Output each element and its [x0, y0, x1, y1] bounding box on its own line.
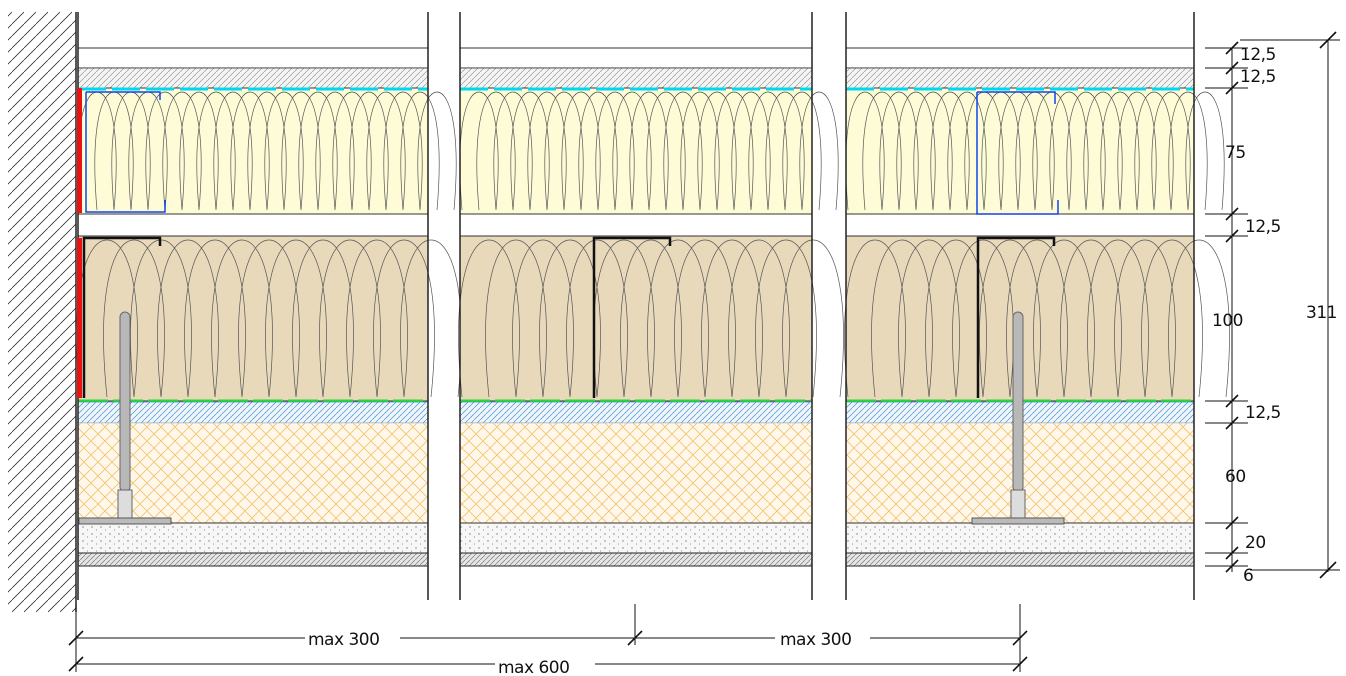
- floor-covering: [459, 552, 813, 567]
- right-dim-tick-7: [1225, 416, 1239, 430]
- dim-layer-1-label: 12,5: [1240, 45, 1276, 65]
- floor-covering: [845, 552, 1195, 567]
- total-dim-tick-2: [1319, 561, 1337, 579]
- right-dim-tick-5: [1225, 229, 1239, 243]
- middle-board: [77, 213, 429, 237]
- perimeter-strip-lower: [77, 238, 82, 398]
- dim-layer-3-label: 75: [1225, 143, 1246, 163]
- panel-segment-2: [458, 12, 844, 600]
- span-tick-4: [68, 656, 84, 672]
- dim-span-2-label: max 300: [780, 630, 851, 650]
- base-layer: [459, 522, 813, 554]
- hatched-board: [459, 67, 813, 89]
- base-layer: [845, 522, 1195, 554]
- dim-total-label: 311: [1306, 303, 1337, 323]
- base-layer: [77, 522, 429, 554]
- upper-profile-left-top: [86, 91, 161, 100]
- floor-covering: [77, 552, 429, 567]
- dim-layer-9-label: 6: [1243, 566, 1253, 586]
- dim-layer-4-label: 12,5: [1245, 217, 1281, 237]
- lower-insulation-wool: [844, 239, 1230, 398]
- perimeter-strip-upper: [77, 88, 82, 213]
- dim-layer-6-label: 12,5: [1245, 403, 1281, 423]
- dim-layer-5-label: 100: [1212, 311, 1243, 331]
- top-board: [459, 47, 813, 69]
- upper-profile-right: [976, 92, 1059, 215]
- dim-span-1-label: max 300: [308, 630, 379, 650]
- lower-insulation-wool: [458, 239, 844, 398]
- middle-board: [845, 213, 1195, 237]
- right-dim-tick-3: [1225, 81, 1239, 95]
- middle-board: [459, 213, 813, 237]
- right-dim-tick-6: [1225, 394, 1239, 408]
- span-tick-3: [1012, 630, 1028, 646]
- dim-layer-8-label: 20: [1245, 533, 1266, 553]
- panel-segment-1: [76, 12, 462, 600]
- lower-profile-1: [82, 236, 162, 398]
- right-dim-tick-4: [1225, 207, 1239, 221]
- blue-board: [459, 401, 813, 424]
- panel-segment-3: [844, 12, 1230, 600]
- wall-hatch: [8, 12, 76, 612]
- top-board: [77, 47, 429, 69]
- hanger-rod-2: [1012, 311, 1024, 493]
- upper-insulation-wool: [459, 91, 839, 211]
- dim-layer-7-label: 60: [1225, 467, 1246, 487]
- right-dim-tick-8: [1225, 516, 1239, 530]
- hanger-base-2: [1010, 489, 1026, 519]
- span-tick-5: [1012, 656, 1028, 672]
- upper-profile-left: [85, 92, 166, 213]
- dim-layer-2-label: 12,5: [1240, 67, 1276, 87]
- right-dim-tick-9: [1225, 546, 1239, 560]
- hanger-plate-2: [971, 517, 1065, 525]
- hanger-base-1: [117, 489, 133, 519]
- dim-overall-label: max 600: [498, 658, 569, 676]
- hatched-board: [77, 67, 429, 89]
- upper-profile-right-top: [977, 91, 1056, 104]
- top-board: [845, 47, 1195, 69]
- screed-layer: [77, 422, 429, 524]
- span-tick-2: [627, 630, 643, 646]
- total-dim-tick-1: [1319, 31, 1337, 49]
- hanger-plate-1: [78, 517, 172, 525]
- hanger-rod-1: [119, 311, 131, 493]
- right-dim-tick-2: [1225, 61, 1239, 75]
- lower-profile-2: [592, 236, 672, 398]
- upper-insulation: [77, 87, 429, 215]
- lower-profile-3: [976, 236, 1056, 398]
- right-dim-tick-10: [1225, 559, 1239, 573]
- right-dim-tick-1: [1225, 41, 1239, 55]
- screed-layer: [459, 422, 813, 524]
- hatched-board: [845, 67, 1195, 89]
- span-tick-1: [68, 630, 84, 646]
